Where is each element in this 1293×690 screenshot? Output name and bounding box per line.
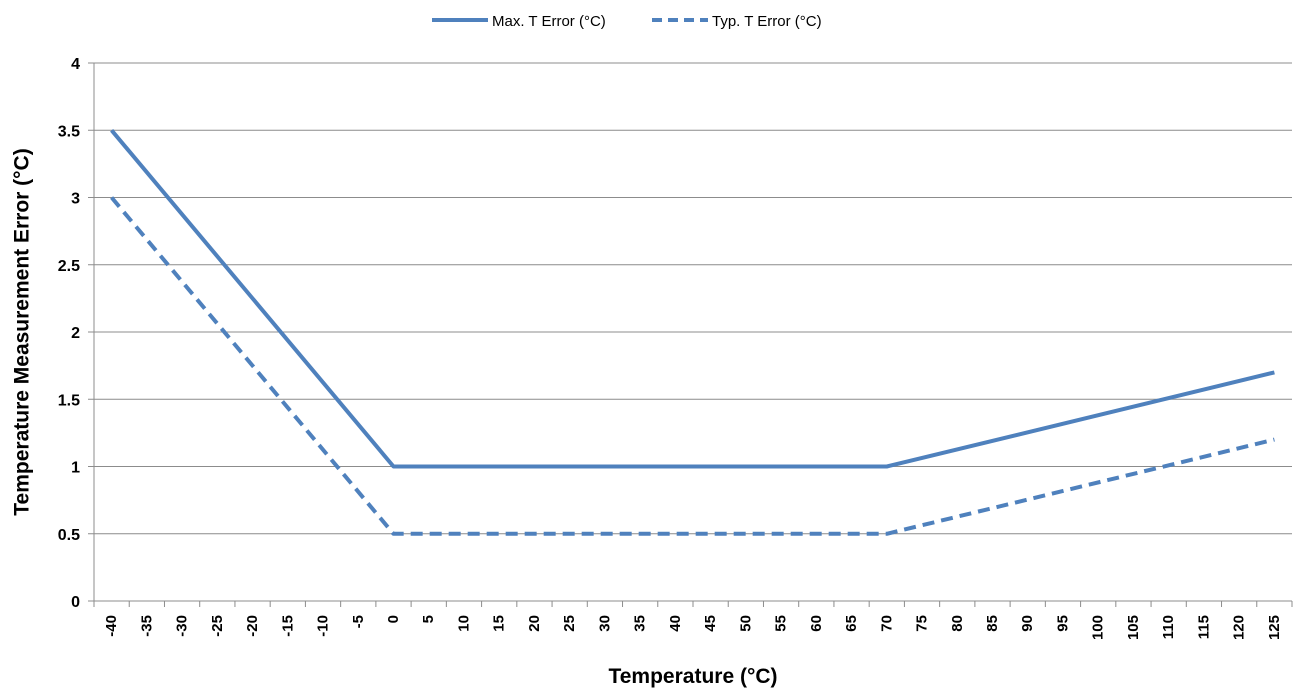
legend: Max. T Error (°C) Typ. T Error (°C) bbox=[432, 13, 822, 30]
y-tick-label: 2 bbox=[71, 325, 80, 342]
x-tick-label: 65 bbox=[843, 615, 860, 632]
x-tick-label: 30 bbox=[596, 615, 613, 632]
x-tick-label: 75 bbox=[914, 615, 931, 632]
x-tick-label: 35 bbox=[632, 615, 649, 632]
x-tick-label: 15 bbox=[491, 615, 508, 632]
y-tick-label: 0.5 bbox=[58, 527, 80, 544]
y-tick-label: 0 bbox=[71, 594, 80, 611]
x-tick-label: 80 bbox=[949, 615, 966, 632]
legend-label-typ: Typ. T Error (°C) bbox=[712, 13, 822, 30]
y-axis-title: Temperature Measurement Error (°C) bbox=[11, 148, 34, 515]
x-tick-label: 60 bbox=[808, 615, 825, 632]
x-tick-label: 85 bbox=[984, 615, 1001, 632]
y-tick-label: 3 bbox=[71, 191, 80, 208]
x-tick-label: 10 bbox=[455, 615, 472, 632]
x-tick-label: 0 bbox=[385, 615, 402, 623]
x-tick-label: -15 bbox=[279, 615, 296, 637]
x-tick-label: 115 bbox=[1195, 615, 1212, 639]
y-tick-label: 4 bbox=[71, 56, 80, 73]
gridlines bbox=[88, 62, 1292, 602]
x-tick-label: -35 bbox=[138, 615, 155, 637]
x-tick-label: 55 bbox=[773, 615, 790, 632]
x-tick-label: -30 bbox=[174, 615, 191, 637]
x-tick-label: -10 bbox=[315, 615, 332, 637]
series-line-typ bbox=[110, 196, 1275, 536]
y-tick-label: 1.5 bbox=[58, 392, 80, 409]
x-axis-title: Temperature (°C) bbox=[608, 665, 777, 688]
x-tick-label: -25 bbox=[209, 615, 226, 637]
x-tick-label: 110 bbox=[1160, 615, 1177, 639]
x-tick-label: 120 bbox=[1231, 615, 1248, 640]
x-tick-label: 50 bbox=[737, 615, 754, 632]
x-tick-label: 45 bbox=[702, 615, 719, 632]
x-tick-label: 70 bbox=[878, 615, 895, 632]
x-tick-label: 105 bbox=[1125, 615, 1142, 640]
x-tick-label: 20 bbox=[526, 615, 543, 632]
y-tick-label: 3.5 bbox=[58, 123, 80, 140]
x-tick-label: -20 bbox=[244, 615, 261, 637]
x-tick-label: -5 bbox=[350, 615, 367, 628]
series-lines bbox=[110, 129, 1275, 536]
x-tick-labels: -40 -35 -30 -25 -20 -15 -10 -5 0 5 10 15 20 25 30 35 40 4… bbox=[103, 615, 1283, 640]
x-tick-label: 5 bbox=[420, 615, 437, 623]
x-tick-label: 40 bbox=[667, 615, 684, 632]
y-tick-labels: 0 0.5 1 1.5 2 2.5 3 3.5 4 bbox=[58, 56, 80, 611]
y-tick-label: 1 bbox=[71, 460, 80, 477]
y-tick-label: 2.5 bbox=[58, 258, 80, 275]
x-tick-label: 125 bbox=[1266, 615, 1283, 640]
axes bbox=[93, 63, 1293, 607]
x-tick-label: 25 bbox=[561, 615, 578, 632]
x-tick-label: 90 bbox=[1019, 615, 1036, 632]
x-tick-label: -40 bbox=[103, 615, 120, 637]
series-line-max bbox=[110, 129, 1275, 469]
x-tick-label: 100 bbox=[1090, 615, 1107, 640]
legend-label-max: Max. T Error (°C) bbox=[492, 13, 606, 30]
x-tick-label: 95 bbox=[1054, 615, 1071, 632]
